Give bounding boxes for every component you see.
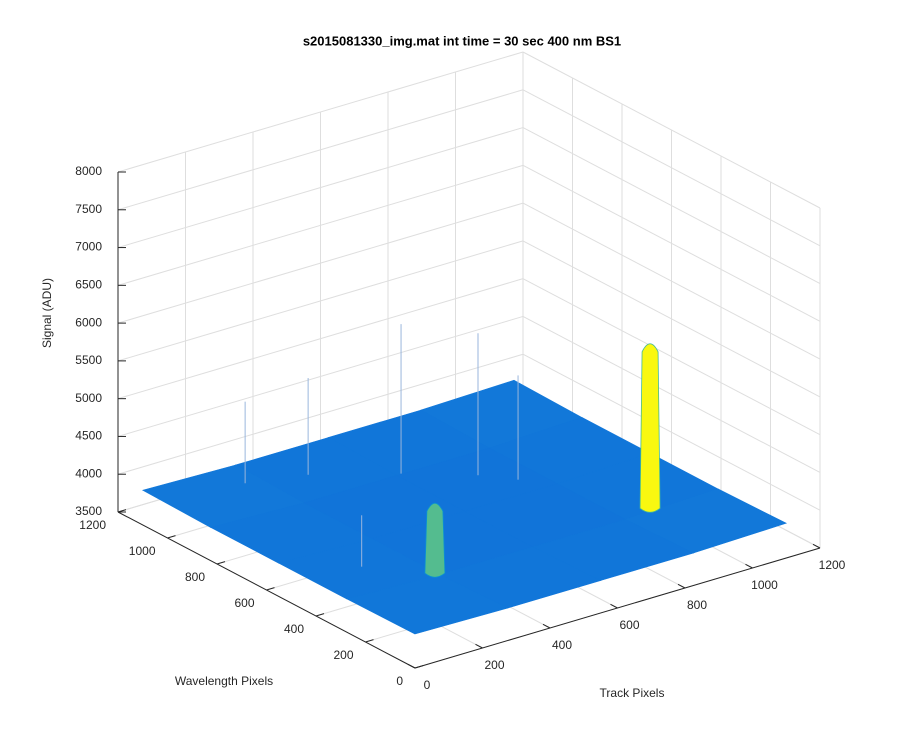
grid-line	[522, 278, 821, 436]
tick-mark	[407, 663, 416, 669]
grid-line	[522, 89, 821, 247]
grid-line	[117, 51, 524, 173]
grid-line	[522, 164, 821, 322]
z-tick-label: 5500	[75, 353, 102, 367]
chart-title: s2015081330_img.mat int time = 30 sec 40…	[303, 33, 621, 48]
z-tick-label: 7000	[75, 240, 102, 254]
tick-mark	[365, 639, 374, 643]
grid-line	[522, 316, 821, 473]
tick-mark	[315, 613, 325, 617]
x-tick-label: 200	[484, 658, 504, 672]
tick-mark	[414, 665, 424, 669]
tick-mark	[542, 623, 551, 629]
z-tick-label: 3500	[75, 504, 102, 518]
y-tick-label: 600	[234, 596, 254, 610]
x-tick-label: 800	[687, 598, 707, 612]
tick-mark	[475, 643, 483, 649]
peak	[424, 502, 446, 578]
tick-mark	[216, 561, 226, 565]
y-tick-label: 1200	[79, 518, 106, 532]
grid-line	[522, 127, 821, 284]
grid-line	[117, 278, 524, 400]
grid-line	[117, 315, 524, 437]
x-tick-label: 0	[424, 678, 431, 692]
y-tick-label: 800	[185, 570, 205, 584]
x-tick-label: 600	[619, 618, 639, 632]
grid-line	[117, 164, 524, 286]
z-tick-label: 6000	[75, 315, 102, 329]
grid-line	[522, 240, 821, 398]
z-tick-label: 8000	[75, 164, 102, 178]
grid-line	[522, 353, 821, 511]
tick-mark	[167, 535, 176, 539]
peak	[639, 343, 661, 513]
x-tick-label: 1200	[819, 558, 846, 572]
grid-line	[117, 89, 524, 211]
y-tick-label: 400	[284, 622, 304, 636]
grid-line	[117, 202, 524, 324]
tick-mark	[812, 543, 821, 549]
z-axis-label: Signal (ADU)	[40, 278, 54, 348]
tick-mark	[610, 603, 618, 609]
x-tick-label: 400	[552, 638, 572, 652]
grid-line	[522, 202, 821, 360]
y-axis-label: Wavelength Pixels	[175, 674, 273, 688]
tick-mark	[117, 509, 127, 513]
z-tick-label: 5000	[75, 391, 102, 405]
z-tick-label: 6500	[75, 278, 102, 292]
y-tick-label: 200	[333, 648, 353, 662]
z-tick-label: 7500	[75, 202, 102, 216]
tick-mark	[266, 587, 275, 591]
tick-mark	[677, 583, 686, 589]
x-axis-label: Track Pixels	[600, 686, 665, 700]
x-tick-label: 1000	[751, 578, 778, 592]
grid-line	[522, 51, 821, 209]
y-tick-label: 1000	[129, 544, 156, 558]
grid-line	[117, 240, 524, 362]
z-tick-label: 4500	[75, 429, 102, 443]
grid-line	[117, 127, 524, 249]
z-tick-label: 4000	[75, 466, 102, 480]
tick-mark	[745, 563, 753, 569]
y-tick-label: 0	[396, 674, 403, 688]
grid-line	[117, 353, 524, 475]
